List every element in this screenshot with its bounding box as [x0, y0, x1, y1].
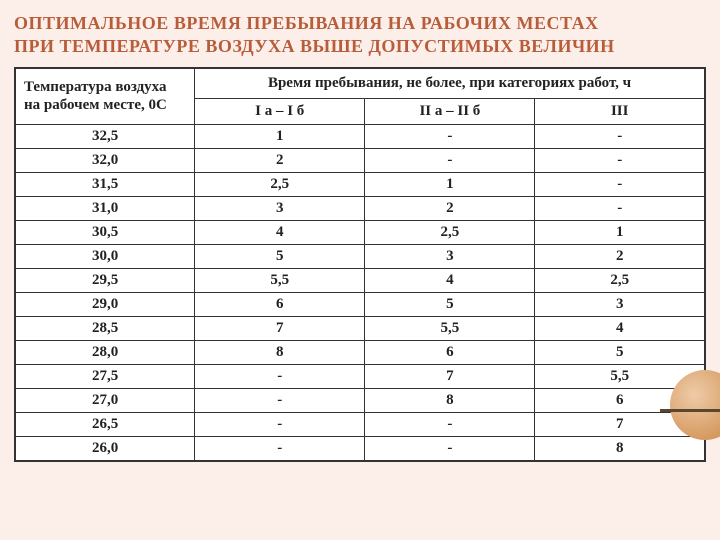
col-header-cat-3: III — [535, 98, 705, 124]
cell-value: 2 — [535, 244, 705, 268]
cell-value: 4 — [195, 220, 365, 244]
table-row: 32,51-- — [16, 124, 705, 148]
cell-value: - — [365, 436, 535, 460]
cell-value: - — [195, 364, 365, 388]
cell-value: 2 — [365, 196, 535, 220]
cell-value: - — [535, 124, 705, 148]
cell-value: 3 — [535, 292, 705, 316]
table-row: 32,02-- — [16, 148, 705, 172]
slide: ОПТИМАЛЬНОЕ ВРЕМЯ ПРЕБЫВАНИЯ НА РАБОЧИХ … — [0, 0, 720, 540]
table-row: 28,575,54 — [16, 316, 705, 340]
cell-value: 8 — [535, 436, 705, 460]
cell-temperature: 30,5 — [16, 220, 195, 244]
cell-value: 5,5 — [195, 268, 365, 292]
slide-title-line1: ОПТИМАЛЬНОЕ ВРЕМЯ ПРЕБЫВАНИЯ НА РАБОЧИХ … — [14, 12, 706, 35]
cell-value: 3 — [195, 196, 365, 220]
table-body: 32,51--32,02--31,52,51-31,032-30,542,513… — [16, 124, 705, 460]
cell-temperature: 28,0 — [16, 340, 195, 364]
col-header-duration: Время пребывания, не более, при категори… — [195, 68, 705, 98]
cell-value: - — [195, 436, 365, 460]
slide-title-line2: ПРИ ТЕМПЕРАТУРЕ ВОЗДУХА ВЫШЕ ДОПУСТИМЫХ … — [14, 35, 706, 58]
cell-temperature: 31,5 — [16, 172, 195, 196]
cell-value: - — [535, 148, 705, 172]
cell-temperature: 26,0 — [16, 436, 195, 460]
decor-line — [660, 409, 720, 412]
cell-value: 2,5 — [365, 220, 535, 244]
cell-value: 1 — [535, 220, 705, 244]
cell-temperature: 27,0 — [16, 388, 195, 412]
table-row: 31,032- — [16, 196, 705, 220]
cell-value: 5,5 — [365, 316, 535, 340]
cell-value: - — [365, 412, 535, 436]
table-row: 29,55,542,5 — [16, 268, 705, 292]
table-row: 26,0--8 — [16, 436, 705, 460]
cell-temperature: 27,5 — [16, 364, 195, 388]
col-header-cat-1: I а – I б — [195, 98, 365, 124]
table-header-row-1: Температура воздуха на рабочем месте, 0С… — [16, 68, 705, 98]
cell-value: 2,5 — [535, 268, 705, 292]
data-table-wrap: Температура воздуха на рабочем месте, 0С… — [14, 67, 706, 462]
cell-temperature: 29,0 — [16, 292, 195, 316]
cell-value: - — [535, 172, 705, 196]
cell-value: 2 — [195, 148, 365, 172]
cell-value: 5 — [365, 292, 535, 316]
cell-value: - — [365, 148, 535, 172]
table-row: 30,0532 — [16, 244, 705, 268]
cell-temperature: 28,5 — [16, 316, 195, 340]
cell-value: 7 — [195, 316, 365, 340]
cell-value: 7 — [365, 364, 535, 388]
cell-value: 5 — [195, 244, 365, 268]
cell-value: 5 — [535, 340, 705, 364]
cell-temperature: 31,0 — [16, 196, 195, 220]
cell-value: 6 — [195, 292, 365, 316]
cell-value: 8 — [365, 388, 535, 412]
cell-value: 3 — [365, 244, 535, 268]
cell-temperature: 29,5 — [16, 268, 195, 292]
cell-temperature: 32,0 — [16, 148, 195, 172]
cell-temperature: 26,5 — [16, 412, 195, 436]
table-row: 27,5-75,5 — [16, 364, 705, 388]
cell-value: 4 — [365, 268, 535, 292]
table-row: 29,0653 — [16, 292, 705, 316]
table-row: 27,0-86 — [16, 388, 705, 412]
cell-value: - — [365, 124, 535, 148]
col-header-cat-2: II а – II б — [365, 98, 535, 124]
cell-value: - — [195, 412, 365, 436]
cell-value: - — [535, 196, 705, 220]
table-row: 30,542,51 — [16, 220, 705, 244]
cell-temperature: 30,0 — [16, 244, 195, 268]
cell-value: 2,5 — [195, 172, 365, 196]
slide-title: ОПТИМАЛЬНОЕ ВРЕМЯ ПРЕБЫВАНИЯ НА РАБОЧИХ … — [14, 0, 706, 59]
cell-value: 1 — [195, 124, 365, 148]
cell-value: 6 — [365, 340, 535, 364]
cell-value: 8 — [195, 340, 365, 364]
table-row: 31,52,51- — [16, 172, 705, 196]
cell-value: - — [195, 388, 365, 412]
cell-value: 1 — [365, 172, 535, 196]
cell-temperature: 32,5 — [16, 124, 195, 148]
table-row: 26,5--7 — [16, 412, 705, 436]
data-table: Температура воздуха на рабочем месте, 0С… — [15, 68, 705, 461]
col-header-temperature: Температура воздуха на рабочем месте, 0С — [16, 68, 195, 124]
table-row: 28,0865 — [16, 340, 705, 364]
cell-value: 4 — [535, 316, 705, 340]
